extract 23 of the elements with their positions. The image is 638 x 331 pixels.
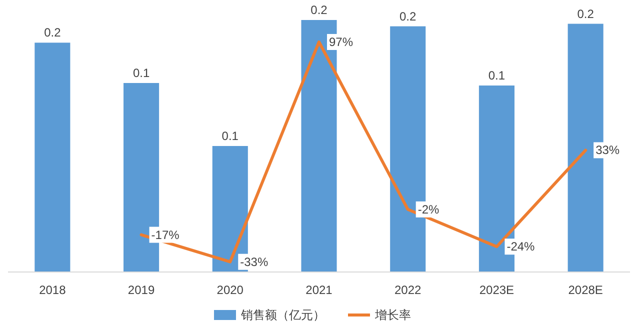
data-label: -24% <box>506 240 536 254</box>
x-tick-label: 2021 <box>306 283 333 297</box>
x-tick-label: 2018 <box>39 283 66 297</box>
data-label: 97% <box>329 34 354 49</box>
data-label: 0.1 <box>488 68 506 83</box>
data-label: 0.2 <box>310 3 328 17</box>
data-label: 0.1 <box>132 66 150 80</box>
data-label: -33% <box>240 254 268 269</box>
data-label: 0.2 <box>400 9 417 24</box>
x-tick-label: 2023E <box>479 283 514 297</box>
x-tick-label: 2019 <box>128 283 155 297</box>
data-label: 33% <box>596 143 620 158</box>
data-label: 0.2 <box>44 26 62 40</box>
x-tick-label: 2022 <box>394 283 422 297</box>
legend-label: 增长率 <box>374 308 411 322</box>
data-label: -17% <box>151 228 180 242</box>
bar <box>34 42 70 272</box>
x-tick-label: 2020 <box>216 283 244 297</box>
data-label: 0.1 <box>222 129 239 143</box>
data-label: -2% <box>418 202 440 216</box>
data-label: 0.2 <box>577 6 594 21</box>
x-tick-label: 2028E <box>568 283 603 297</box>
legend-label: 销售额（亿元） <box>240 308 325 322</box>
